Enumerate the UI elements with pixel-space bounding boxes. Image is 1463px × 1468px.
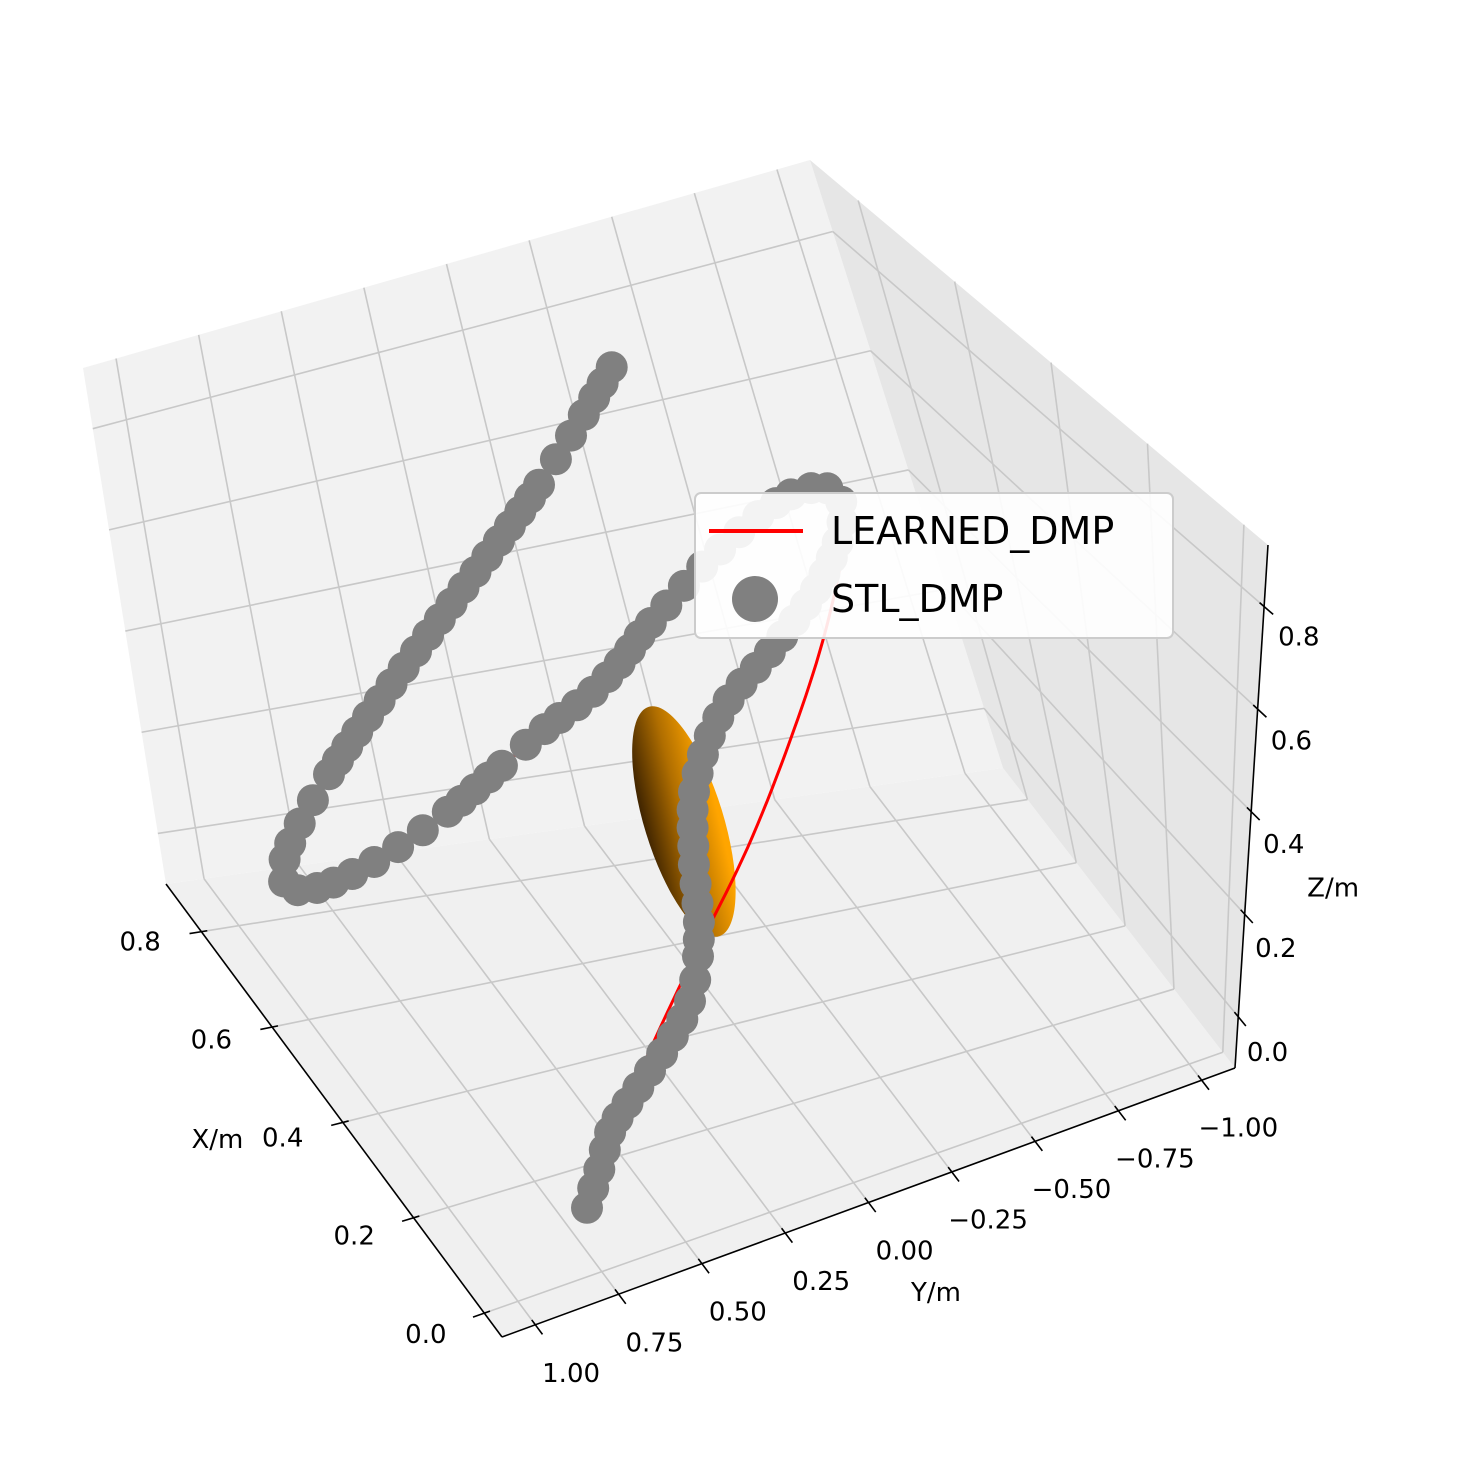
z-axis-line — [1234, 544, 1269, 1069]
y-tick — [1114, 1105, 1127, 1121]
grid-line-y-floor — [393, 851, 703, 1265]
z-tick-label: 0.8 — [1278, 623, 1319, 653]
grid-line-y-floor — [298, 865, 620, 1295]
scatter-point — [679, 963, 712, 996]
z-tick — [1233, 1011, 1247, 1027]
y-tick — [947, 1166, 960, 1182]
z-tick — [1246, 806, 1261, 821]
x-tick — [401, 1215, 420, 1223]
y-tick — [614, 1288, 627, 1305]
grid-line-y-floor — [869, 785, 1120, 1112]
grid-line-z-left — [108, 349, 871, 531]
scatter-point — [595, 351, 628, 384]
z-tick — [1240, 909, 1254, 924]
x-tick — [472, 1310, 491, 1318]
legend-entry-label: LEARNED_DMP — [831, 509, 1114, 553]
grid-line-z-right — [832, 230, 1265, 608]
axis-labels: X/m Y/m Z/m — [191, 874, 1359, 1308]
floor-pane — [166, 768, 1235, 1337]
legend-entry-label: STL_DMP — [831, 577, 1003, 621]
x-tick-label: 0.8 — [119, 927, 160, 957]
y-tick-label: 1.00 — [542, 1359, 600, 1389]
y-tick — [1197, 1074, 1210, 1091]
z-tick — [1259, 601, 1274, 616]
back-left-pane — [83, 160, 1003, 884]
scatter-point — [509, 728, 542, 761]
y-tick-label: 0.75 — [626, 1328, 684, 1358]
tick-marks — [189, 601, 1274, 1335]
z-tick-label: 0.4 — [1263, 830, 1304, 860]
z-tick-label: 0.6 — [1271, 726, 1312, 756]
grid-line-y-floor — [964, 772, 1203, 1081]
z-tick-label: 0.0 — [1247, 1038, 1288, 1068]
legend: LEARNED_DMP STL_DMP — [694, 492, 1174, 639]
grid-line-y-wall — [280, 311, 396, 853]
legend-box — [694, 492, 1174, 639]
scatter-point — [382, 831, 415, 864]
grid-line-y-wall — [363, 287, 491, 840]
grid-line-y-wall — [610, 216, 776, 800]
tick-labels: 0.0 0.2 0.4 0.6 0.8 1.00 0.75 0.50 0.25 0.00 −0.25… — [119, 623, 1319, 1389]
x-tick-label: 0.6 — [191, 1025, 232, 1055]
x-tick-label: 0.4 — [262, 1124, 303, 1154]
z-tick — [1252, 704, 1267, 718]
legend-marker-swatch — [732, 576, 778, 622]
z-axis-label: Z/m — [1307, 874, 1359, 904]
y-tick-label: −0.75 — [1115, 1144, 1195, 1174]
y-tick-label: −1.00 — [1198, 1114, 1278, 1144]
grid-line-y-wall — [776, 169, 966, 774]
y-tick-label: 0.50 — [709, 1298, 767, 1328]
y-tick — [697, 1258, 710, 1274]
y-tick — [1030, 1136, 1043, 1152]
y-tick-label: 0.25 — [792, 1267, 850, 1297]
y-tick — [864, 1197, 877, 1213]
grid-line-y-floor — [774, 799, 1036, 1142]
scatter-point — [406, 814, 439, 847]
z-tick-label: 0.2 — [1255, 934, 1296, 964]
y-tick-label: −0.50 — [1032, 1175, 1112, 1205]
x-tick-label: 0.2 — [334, 1222, 375, 1252]
y-tick-label: −0.25 — [948, 1206, 1028, 1236]
y-axis-label: Y/m — [910, 1278, 961, 1308]
grid-line-x-wall — [1050, 362, 1126, 926]
grid-line-z-right — [945, 588, 1246, 915]
grid-line-z-left — [92, 230, 833, 430]
grid-line-y-floor — [203, 878, 536, 1326]
scatter-point — [539, 443, 572, 476]
scatter-point — [283, 807, 316, 840]
y-tick-label: 0.00 — [876, 1236, 934, 1266]
scatter-point — [296, 784, 329, 817]
x-tick — [331, 1120, 349, 1127]
x-axis-line — [165, 883, 503, 1338]
x-axis-label: X/m — [191, 1125, 243, 1155]
y-tick — [780, 1227, 794, 1244]
grid-line-y-floor — [583, 825, 870, 1203]
grid-line-z-right — [983, 707, 1239, 1018]
grid-line-y-floor — [488, 838, 786, 1234]
scatter-point — [431, 795, 464, 828]
grid-line-y-wall — [197, 334, 300, 866]
x-tick — [189, 929, 208, 935]
grid-line-x-wall — [1221, 524, 1245, 1053]
x-tick-label: 0.0 — [405, 1320, 446, 1350]
y-tick — [531, 1319, 544, 1335]
x-tick — [260, 1025, 279, 1031]
scatter-point — [523, 468, 555, 501]
grid-line-y-wall — [115, 358, 205, 879]
